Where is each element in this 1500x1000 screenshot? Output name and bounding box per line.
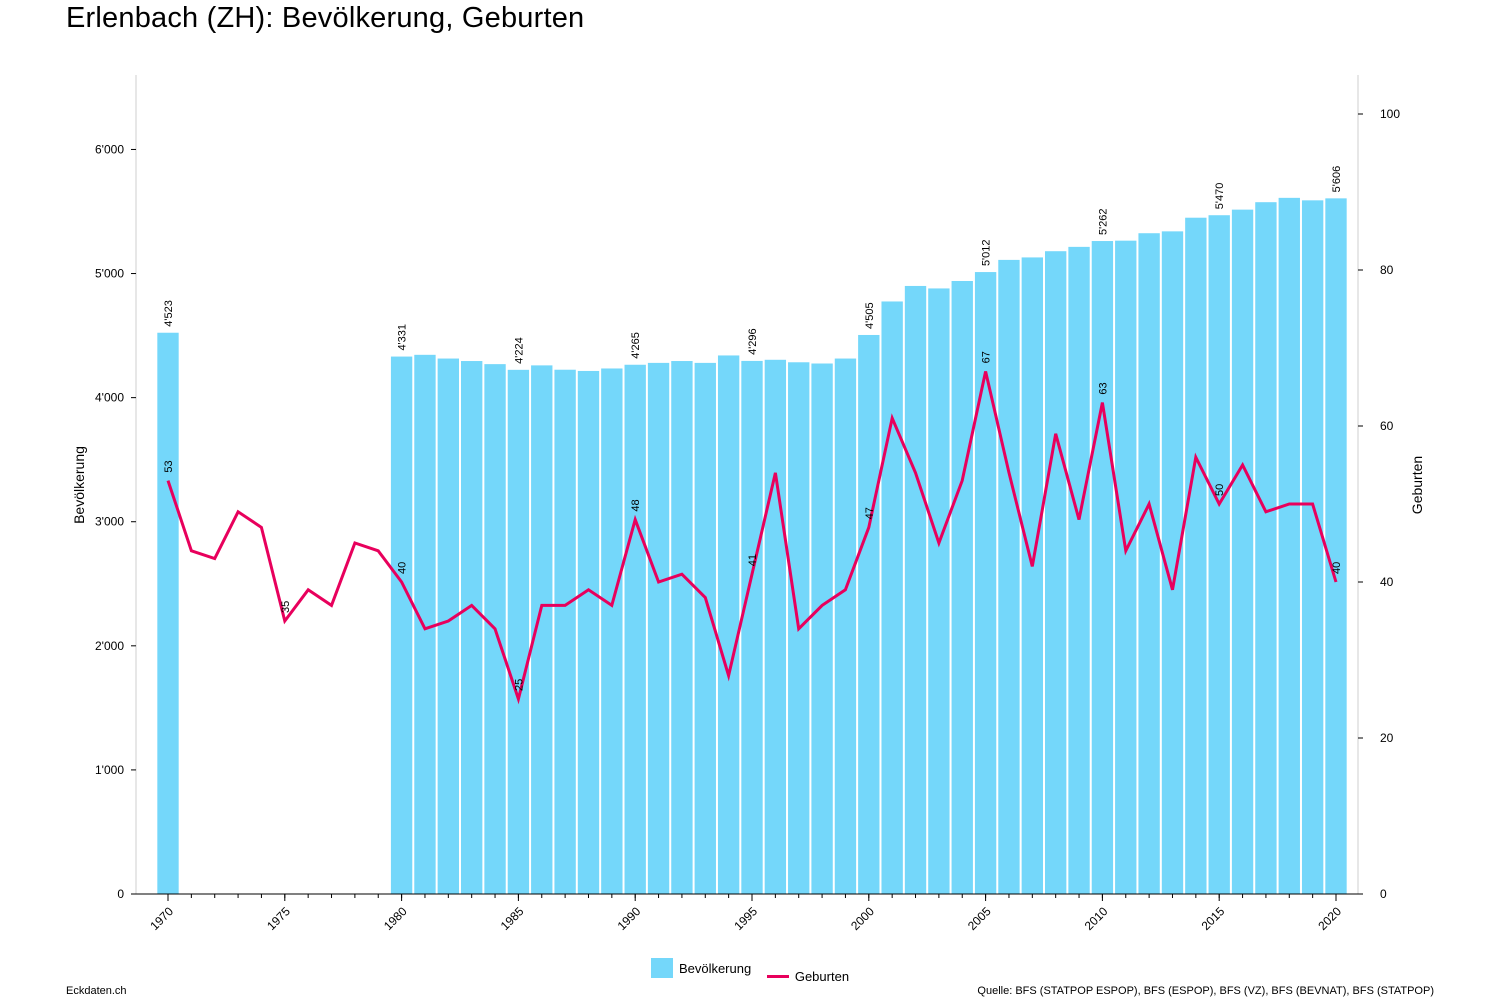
population-bar	[1021, 257, 1043, 894]
population-bar	[881, 301, 903, 894]
population-bar	[531, 365, 553, 894]
population-bar	[764, 359, 787, 894]
y-left-axis-title: Bevölkerung	[71, 446, 87, 524]
x-tick-label: 1975	[264, 904, 293, 933]
population-bar	[461, 361, 483, 894]
population-bar	[1115, 240, 1137, 894]
footer-source: Quelle: BFS (STATPOP ESPOP), BFS (ESPOP)…	[977, 985, 1434, 997]
population-bar	[741, 360, 763, 894]
population-bar	[414, 354, 436, 894]
y-left-tick-label: 6'000	[95, 142, 124, 156]
legend-label-population: Bevölkerung	[678, 960, 752, 976]
population-bar	[717, 355, 740, 895]
x-tick-label: 1985	[498, 904, 527, 933]
x-tick-label: 1990	[615, 904, 644, 933]
population-bar	[507, 369, 530, 895]
population-bar	[1325, 198, 1347, 894]
births-data-label: 40	[1331, 562, 1343, 574]
population-bar	[834, 358, 857, 894]
population-data-label: 4'224	[513, 337, 525, 364]
population-bar	[1138, 233, 1160, 894]
births-data-label: 25	[513, 679, 525, 691]
population-bar	[1161, 231, 1184, 894]
legend-item-births[interactable]: Geburten	[766, 969, 850, 984]
population-bar	[951, 280, 973, 894]
population-bar	[904, 285, 927, 894]
population-bar	[998, 259, 1020, 894]
births-data-label: 41	[747, 554, 759, 566]
x-tick-label: 1980	[381, 904, 410, 933]
y-left-tick-label: 1'000	[95, 763, 124, 777]
legend-swatch-population	[650, 958, 673, 978]
population-bar	[390, 356, 413, 895]
population-data-label: 4'265	[630, 332, 642, 359]
population-bar	[858, 334, 880, 894]
population-bar	[1068, 246, 1090, 894]
population-bar	[554, 369, 576, 894]
x-tick-label: 2000	[848, 904, 877, 933]
y-left-tick-label: 0	[117, 887, 124, 901]
population-bar	[601, 368, 623, 895]
population-data-label: 4'523	[163, 300, 175, 327]
chart-legend: Bevölkerung Geburten	[0, 958, 1500, 984]
population-bar	[974, 272, 997, 894]
population-data-label: 4'331	[397, 324, 409, 351]
y-right-tick-label: 100	[1380, 107, 1400, 121]
births-line	[166, 371, 1338, 705]
x-tick-label: 1995	[731, 904, 760, 933]
population-bar	[811, 363, 833, 894]
births-data-label: 63	[1097, 382, 1109, 394]
population-data-label: 5'012	[981, 239, 993, 266]
legend-label-births: Geburten	[794, 969, 850, 984]
y-right-axis-title: Geburten	[1409, 456, 1425, 514]
births-data-label: 40	[397, 562, 409, 574]
footer-brand[interactable]: Eckdaten.ch	[66, 985, 127, 997]
population-bar	[1185, 217, 1207, 895]
population-bar	[624, 364, 646, 894]
population-bar	[1091, 241, 1114, 894]
x-tick-label: 1970	[147, 904, 176, 933]
x-tick-label: 2005	[965, 904, 994, 933]
y-right-tick-label: 40	[1380, 575, 1394, 589]
population-bar	[694, 362, 716, 895]
legend-swatch-births	[766, 975, 789, 978]
y-left-tick-label: 5'000	[95, 267, 124, 281]
y-left-tick-label: 3'000	[95, 515, 124, 529]
population-bar	[1045, 251, 1067, 894]
x-tick-label: 2020	[1315, 904, 1344, 933]
population-data-label: 5'470	[1214, 183, 1226, 210]
y-right-tick-label: 20	[1380, 731, 1394, 745]
population-bar	[928, 288, 950, 894]
population-bar	[437, 358, 459, 894]
births-data-label: 50	[1214, 484, 1226, 496]
births-data-label: 35	[280, 601, 292, 613]
population-data-label: 5'606	[1331, 166, 1343, 193]
population-bar	[1301, 200, 1324, 895]
births-data-label: 48	[630, 499, 642, 511]
x-tick-label: 2010	[1082, 904, 1111, 933]
y-left-tick-label: 2'000	[95, 639, 124, 653]
legend-item-population[interactable]: Bevölkerung	[650, 958, 752, 978]
y-right-tick-label: 60	[1380, 419, 1394, 433]
population-bar	[647, 362, 670, 895]
population-data-label: 5'262	[1097, 208, 1109, 235]
population-bar	[1231, 209, 1254, 894]
births-data-label: 47	[864, 507, 876, 519]
population-bar	[1208, 215, 1230, 895]
population-bar	[1255, 202, 1277, 894]
population-bar	[577, 370, 600, 895]
population-data-label: 4'505	[864, 302, 876, 329]
births-data-label: 67	[981, 351, 993, 363]
y-left-tick-label: 4'000	[95, 391, 124, 405]
y-right-tick-label: 0	[1380, 887, 1387, 901]
x-tick-label: 2015	[1199, 904, 1228, 933]
population-data-label: 4'296	[747, 328, 759, 355]
population-bar	[157, 332, 179, 894]
page-title: Erlenbach (ZH): Bevölkerung, Geburten	[66, 2, 585, 34]
population-bar	[671, 361, 693, 894]
y-right-tick-label: 80	[1380, 263, 1394, 277]
births-data-label: 53	[163, 460, 175, 472]
population-bar	[1278, 197, 1300, 895]
